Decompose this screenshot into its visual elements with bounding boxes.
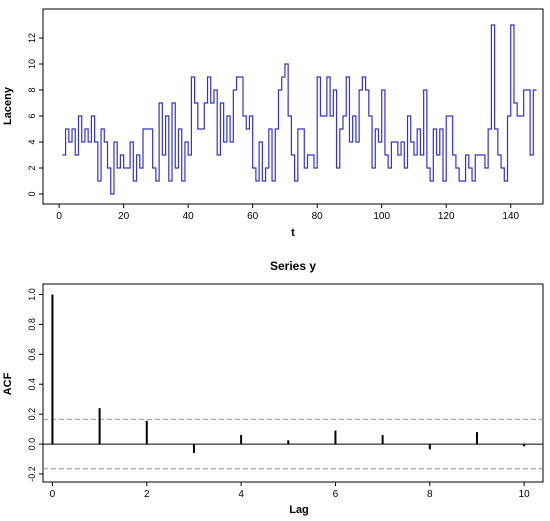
- acf-y-tick-label: 0.8: [27, 318, 37, 331]
- acf-x-axis-label: Lag: [289, 504, 309, 516]
- acf-y-tick-label: 0.2: [27, 408, 37, 421]
- acf-x-axis: 0 2 4 6 8 10: [50, 482, 530, 500]
- acf-y-axis: -0.2 0.0 0.2 0.4 0.6 0.8 1.0: [27, 288, 43, 482]
- time-series-y-tick-label: 6: [27, 113, 37, 118]
- time-series-plot-frame: [42, 8, 544, 205]
- time-series-x-axis-label: t: [291, 227, 295, 239]
- acf-plot-frame: [42, 283, 544, 483]
- time-series-y-tick-label: 8: [27, 87, 37, 92]
- time-series-step-line: [62, 24, 537, 195]
- time-series-x-tick-label: 140: [502, 211, 519, 222]
- acf-panel: Series y -0.20.00.20.40.60.81.0 0 2 4 6 8 10 …: [2, 259, 544, 516]
- time-series-x-tick-label: 20: [118, 211, 130, 222]
- acf-y-tick-label: 1.0: [27, 288, 37, 301]
- time-series-x-tick-label: 80: [312, 211, 324, 222]
- time-series-y-tick-label: 10: [27, 59, 37, 69]
- acf-bars: [51, 294, 526, 454]
- time-series-x-tick-label: 100: [373, 211, 390, 222]
- acf-y-tick-label: 0.4: [27, 378, 37, 391]
- time-series-x-tick-label: 120: [438, 211, 455, 222]
- time-series-panel: 0 2 4 6 8 10 12 0 20 40 60 80 100 120 140 t Laceny: [2, 8, 544, 239]
- acf-x-tick-label: 2: [144, 489, 150, 500]
- time-series-y-axis: 0 2 4 6 8 10 12: [27, 33, 43, 197]
- time-series-x-axis: 0 20 40 60 80 100 120 140: [56, 204, 520, 222]
- acf-x-tick-label: 0: [50, 489, 56, 500]
- time-series-x-tick-label: 0: [56, 211, 62, 222]
- time-series-x-tick-label: 40: [183, 211, 195, 222]
- time-series-y-tick-label: 2: [27, 165, 37, 170]
- time-series-y-tick-label: 0: [27, 191, 37, 196]
- acf-y-tick-label: -0.2: [27, 466, 37, 482]
- time-series-y-tick-label: 12: [27, 33, 37, 43]
- acf-y-axis-label: ACF: [2, 372, 14, 395]
- time-series-x-tick-label: 60: [247, 211, 259, 222]
- acf-y-tick-label: 0.0: [27, 438, 37, 451]
- time-series-y-axis-label: Laceny: [2, 86, 14, 125]
- acf-x-tick-label: 8: [427, 489, 433, 500]
- time-series-y-tick-label: 4: [27, 139, 37, 144]
- acf-x-tick-label: 4: [238, 489, 244, 500]
- acf-x-tick-label: 6: [333, 489, 339, 500]
- acf-y-tick-label: 0.6: [27, 348, 37, 361]
- acf-chart-title: Series y: [270, 259, 316, 273]
- acf-x-tick-label: 10: [519, 489, 531, 500]
